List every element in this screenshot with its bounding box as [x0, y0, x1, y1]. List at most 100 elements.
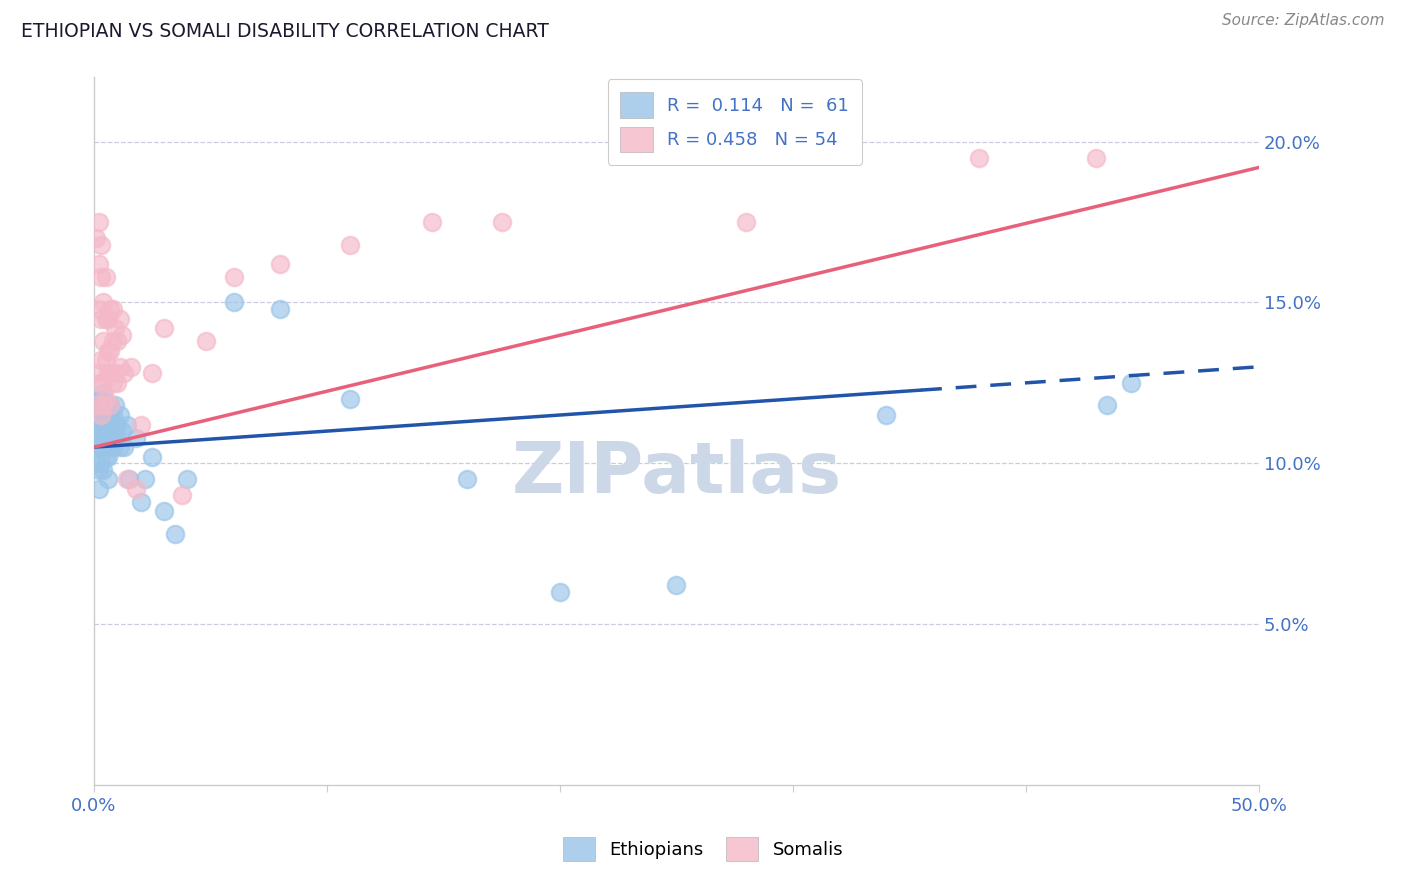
Legend: Ethiopians, Somalis: Ethiopians, Somalis	[554, 829, 852, 870]
Point	[84, 231, 107, 245]
Point	[1097, 398, 1119, 412]
Point	[90, 269, 112, 284]
Text: ETHIOPIAN VS SOMALI DISABILITY CORRELATION CHART: ETHIOPIAN VS SOMALI DISABILITY CORRELATI…	[21, 22, 548, 41]
Point	[735, 215, 758, 229]
Point	[101, 408, 124, 422]
Point	[108, 359, 131, 374]
Point	[339, 392, 361, 406]
Point	[84, 398, 107, 412]
Point	[98, 343, 121, 358]
Point	[87, 482, 110, 496]
Point	[84, 366, 107, 380]
Point	[269, 257, 291, 271]
Point	[84, 408, 107, 422]
Point	[87, 257, 110, 271]
Point	[94, 417, 117, 432]
Point	[94, 269, 117, 284]
Point	[91, 463, 114, 477]
Point	[1119, 376, 1142, 390]
Point	[84, 456, 107, 470]
Point	[129, 495, 152, 509]
Point	[101, 424, 124, 438]
Point	[97, 472, 120, 486]
Point	[339, 237, 361, 252]
Text: Source: ZipAtlas.com: Source: ZipAtlas.com	[1222, 13, 1385, 29]
Point	[101, 440, 124, 454]
Point	[456, 472, 478, 486]
Point	[98, 301, 121, 316]
Point	[98, 366, 121, 380]
Point	[91, 424, 114, 438]
Point	[105, 431, 128, 445]
Point	[94, 398, 117, 412]
Point	[134, 472, 156, 486]
Point	[90, 392, 112, 406]
Point	[222, 269, 245, 284]
Legend: R =  0.114   N =  61, R = 0.458   N = 54: R = 0.114 N = 61, R = 0.458 N = 54	[607, 79, 862, 165]
Point	[98, 424, 121, 438]
Point	[141, 366, 163, 380]
Point	[105, 334, 128, 348]
Point	[90, 237, 112, 252]
Point	[97, 366, 120, 380]
Point	[90, 424, 112, 438]
Point	[172, 488, 194, 502]
Point	[97, 311, 120, 326]
Point	[875, 408, 897, 422]
Point	[90, 311, 112, 326]
Point	[91, 408, 114, 422]
Point	[87, 440, 110, 454]
Point	[104, 321, 127, 335]
Point	[115, 472, 138, 486]
Point	[105, 417, 128, 432]
Point	[90, 408, 112, 422]
Point	[118, 472, 141, 486]
Point	[94, 392, 117, 406]
Point	[97, 431, 120, 445]
Point	[665, 578, 688, 592]
Point	[153, 504, 176, 518]
Point	[1084, 151, 1107, 165]
Point	[97, 408, 120, 422]
Point	[104, 431, 127, 445]
Point	[90, 408, 112, 422]
Point	[967, 151, 990, 165]
Point	[87, 463, 110, 477]
Point	[94, 431, 117, 445]
Point	[91, 295, 114, 310]
Point	[101, 334, 124, 348]
Point	[91, 398, 114, 412]
Point	[101, 376, 124, 390]
Point	[194, 334, 217, 348]
Point	[153, 321, 176, 335]
Point	[91, 440, 114, 454]
Point	[125, 482, 148, 496]
Point	[141, 450, 163, 464]
Point	[97, 343, 120, 358]
Point	[91, 376, 114, 390]
Point	[165, 527, 187, 541]
Point	[115, 417, 138, 432]
Point	[548, 585, 571, 599]
Point	[222, 295, 245, 310]
Point	[108, 311, 131, 326]
Point	[98, 398, 121, 412]
Point	[87, 301, 110, 316]
Text: ZIPatlas: ZIPatlas	[512, 439, 841, 508]
Point	[87, 417, 110, 432]
Point	[420, 215, 443, 229]
Point	[84, 431, 107, 445]
Point	[104, 398, 127, 412]
Point	[91, 385, 114, 400]
Point	[94, 353, 117, 368]
Point	[269, 301, 291, 316]
Point	[94, 450, 117, 464]
Point	[120, 359, 142, 374]
Point	[111, 327, 134, 342]
Point	[104, 417, 127, 432]
Point	[98, 408, 121, 422]
Point	[108, 408, 131, 422]
Point	[112, 366, 135, 380]
Point	[97, 450, 120, 464]
Point	[112, 440, 135, 454]
